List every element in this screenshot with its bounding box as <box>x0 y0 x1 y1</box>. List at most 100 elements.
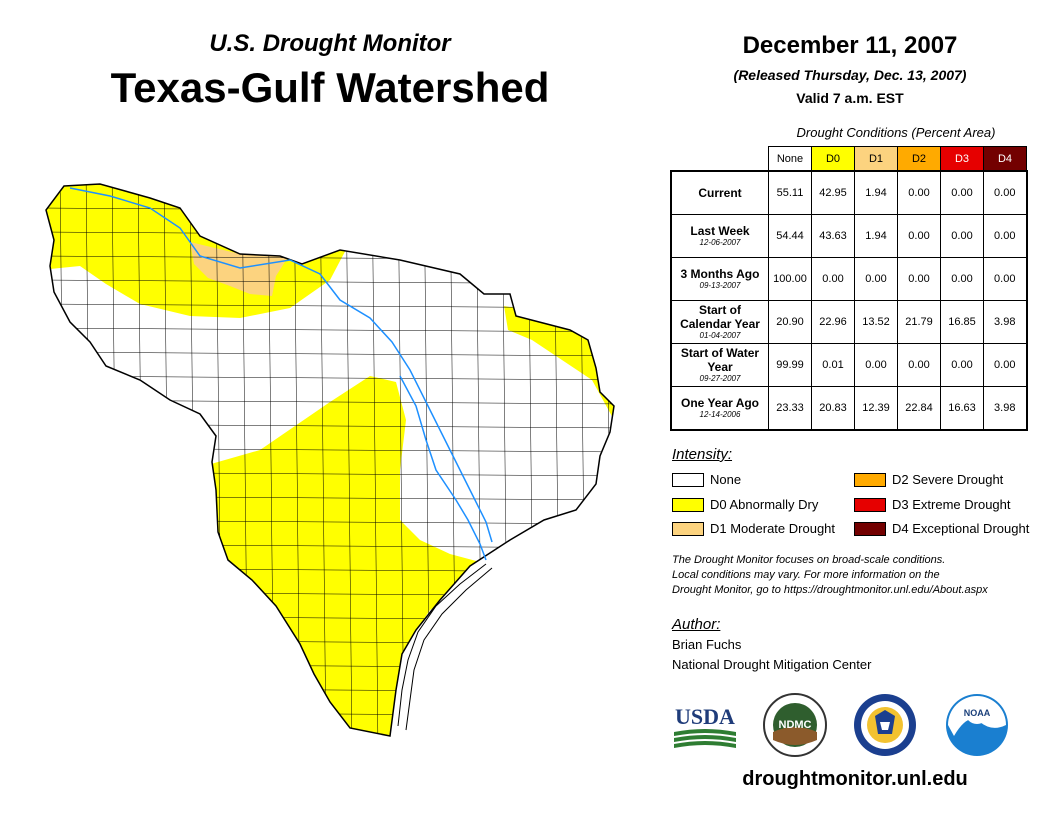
watershed-boundary <box>45 183 615 737</box>
noaa-logo: NOAA <box>946 694 1008 756</box>
commerce-seal-icon <box>854 694 916 756</box>
ndmc-logo: NDMC <box>763 693 827 757</box>
cell: 20.90 <box>768 300 812 344</box>
cell: 3.98 <box>983 386 1028 431</box>
cell: 0.00 <box>983 170 1028 215</box>
map-title: Texas-Gulf Watershed <box>110 64 550 111</box>
col-header-none: None <box>768 146 812 172</box>
cell: 3.98 <box>983 300 1028 344</box>
county-line <box>46 375 614 381</box>
cell: 0.00 <box>940 343 984 387</box>
legend-label: D1 Moderate Drought <box>710 521 836 536</box>
map-subtitle: U.S. Drought Monitor <box>209 30 451 57</box>
row-label: 3 Months Ago 09-13-2007 <box>670 257 769 301</box>
cell: 0.00 <box>983 214 1028 258</box>
cell: 0.00 <box>940 257 984 301</box>
cell: 0.00 <box>897 170 941 215</box>
cell: 0.00 <box>854 343 898 387</box>
table-row: Start of Water Year 09-27-2007 99.99 0.01… <box>670 343 1028 387</box>
row-label: One Year Ago 12-14-2006 <box>670 386 769 431</box>
county-line <box>46 711 614 717</box>
coastal-islands <box>397 563 493 731</box>
svg-text:NOAA: NOAA <box>964 708 991 718</box>
legend-swatch <box>672 521 704 536</box>
legend-item-d2: D2 Severe Drought <box>854 472 1003 487</box>
cell: 55.11 <box>768 170 812 215</box>
cell: 22.84 <box>897 386 941 431</box>
table-row: Last Week 12-06-2007 54.44 43.63 1.94 0.0… <box>670 214 1028 258</box>
table-row: One Year Ago 12-14-2006 23.33 20.83 12.39… <box>670 386 1028 431</box>
svg-text:USDA: USDA <box>675 704 735 729</box>
cell: 22.96 <box>811 300 855 344</box>
table-row: Current 55.11 42.95 1.94 0.00 0.00 0.00 <box>670 170 1028 215</box>
drought-monitor-note: The Drought Monitor focuses on broad-sca… <box>672 554 988 596</box>
author-organization: National Drought Mitigation Center <box>672 657 872 672</box>
valid-time: Valid 7 a.m. EST <box>796 90 904 106</box>
cell: 16.85 <box>940 300 984 344</box>
legend-label: D0 Abnormally Dry <box>710 497 819 512</box>
conditions-caption: Drought Conditions (Percent Area) <box>796 125 996 140</box>
release-date: (Released Thursday, Dec. 13, 2007) <box>733 67 967 83</box>
website-link[interactable]: droughtmonitor.unl.edu <box>742 768 968 790</box>
legend-item-d3: D3 Extreme Drought <box>854 497 1011 512</box>
watershed-map <box>45 183 615 737</box>
cell: 0.00 <box>983 343 1028 387</box>
cell: 21.79 <box>897 300 941 344</box>
legend-swatch <box>672 472 704 487</box>
row-label: Last Week 12-06-2007 <box>670 214 769 258</box>
county-line <box>46 735 614 736</box>
cell: 12.39 <box>854 386 898 431</box>
cell: 43.63 <box>811 214 855 258</box>
county-line <box>319 184 327 736</box>
cell: 0.00 <box>897 214 941 258</box>
cell: 13.52 <box>854 300 898 344</box>
col-header-d4: D4 <box>983 146 1027 172</box>
col-header-d0: D0 <box>811 146 855 172</box>
map-fill-layer <box>46 184 614 736</box>
county-line <box>46 351 614 357</box>
legend-title: Intensity: <box>672 446 733 463</box>
drought-conditions-table: None D0 D1 D2 D3 D4 Current 55.11 42.95 … <box>670 146 1028 431</box>
cell: 1.94 <box>854 214 898 258</box>
legend-item-d4: D4 Exceptional Drought <box>854 521 1029 536</box>
map-date: December 11, 2007 <box>742 32 958 59</box>
d0-area-east <box>504 306 614 420</box>
cell: 16.63 <box>940 386 984 431</box>
legend-label: D3 Extreme Drought <box>892 497 1011 512</box>
cell: 0.00 <box>940 170 984 215</box>
cell: 0.00 <box>940 214 984 258</box>
legend-label: D2 Severe Drought <box>892 472 1004 487</box>
author-name: Brian Fuchs <box>672 637 742 652</box>
legend-label: D4 Exceptional Drought <box>892 521 1030 536</box>
cell: 0.00 <box>983 257 1028 301</box>
legend-swatch <box>854 521 886 536</box>
legend-label: None <box>710 472 742 487</box>
row-label: Current <box>670 170 769 215</box>
author-heading: Author: <box>672 616 721 633</box>
col-header-d1: D1 <box>854 146 898 172</box>
table-row: Start of Calendar Year 01-04-2007 20.90 2… <box>670 300 1028 344</box>
rivers <box>69 187 493 561</box>
cell: 0.00 <box>897 257 941 301</box>
county-line <box>605 184 613 736</box>
county-line <box>371 184 379 736</box>
cell: 0.01 <box>811 343 855 387</box>
table-row: 3 Months Ago 09-13-2007 100.00 0.00 0.00 … <box>670 257 1028 301</box>
county-line <box>46 327 614 333</box>
cell: 42.95 <box>811 170 855 215</box>
county-line <box>46 184 614 189</box>
usda-logo: USDA <box>674 704 736 748</box>
cell: 0.00 <box>854 257 898 301</box>
row-label: Start of Water Year 09-27-2007 <box>670 343 769 387</box>
table-corner <box>671 147 769 172</box>
svg-text:NDMC: NDMC <box>779 719 812 731</box>
legend-swatch <box>854 472 886 487</box>
cell: 23.33 <box>768 386 812 431</box>
cell: 0.00 <box>897 343 941 387</box>
cell: 54.44 <box>768 214 812 258</box>
cell: 20.83 <box>811 386 855 431</box>
row-label: Start of Calendar Year 01-04-2007 <box>670 300 769 344</box>
county-line <box>345 184 353 736</box>
legend-item-d1: D1 Moderate Drought <box>672 521 835 536</box>
cell: 99.99 <box>768 343 812 387</box>
